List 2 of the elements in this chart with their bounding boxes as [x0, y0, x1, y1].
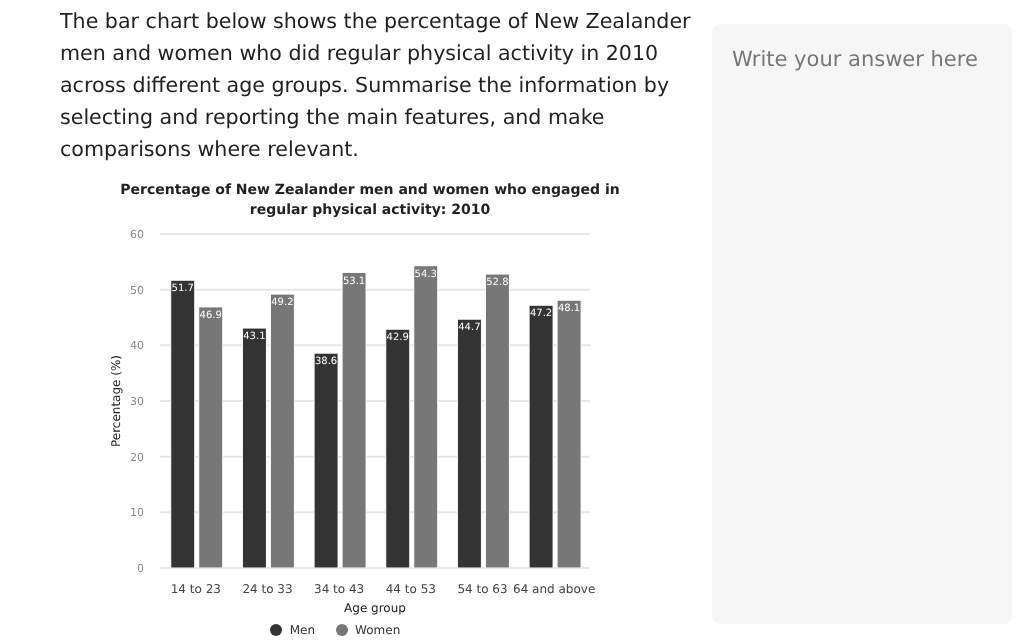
answer-field: Write your answer here — [712, 24, 1012, 624]
text: The bar chart below shows the percentage of New Zealander men and women who did regular physical activity in 2010 across different age groups. Summarise the information by selecting and reporting the main features, and make comparisons where relevant. — [60, 8, 693, 166]
